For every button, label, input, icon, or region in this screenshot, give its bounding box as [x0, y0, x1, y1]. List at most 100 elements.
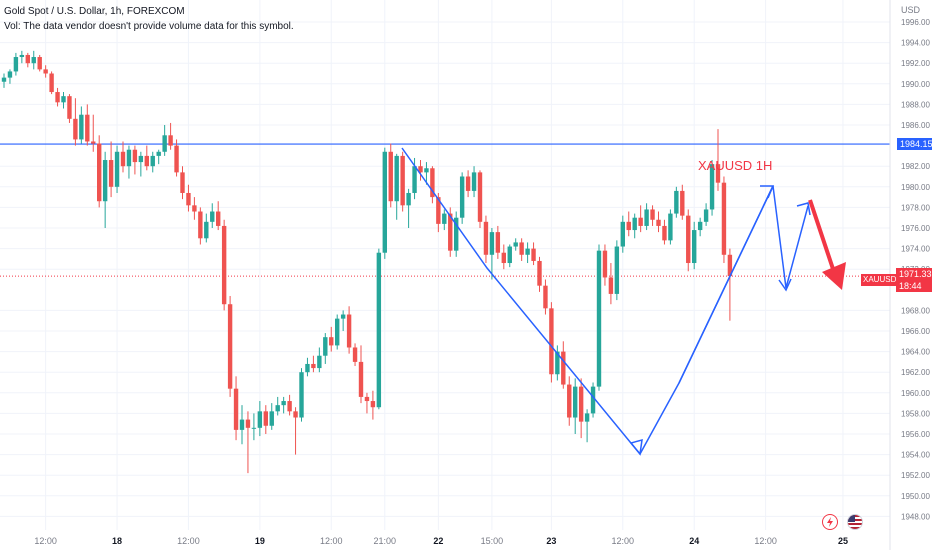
price-tick-label: 1974.00 [901, 245, 930, 254]
candle [287, 394, 292, 416]
time-axis[interactable]: 12:00 18 12:00 19 12:00 21:00 22 15:00 23 12:00 24… [34, 536, 848, 546]
candle-body [43, 69, 48, 74]
candle [549, 302, 554, 383]
time-tick-label: 23 [546, 536, 556, 546]
candle [281, 396, 286, 414]
price-tick-label: 1992.00 [901, 59, 930, 68]
arrow-head-down-blue [629, 438, 643, 456]
price-tick-label: 1956.00 [901, 430, 930, 439]
candle-body [489, 232, 495, 255]
currency-label: USD [901, 5, 921, 15]
price-tick-label: 1960.00 [901, 389, 930, 398]
candle [578, 378, 584, 439]
candle-body [144, 155, 149, 167]
candle [257, 401, 263, 437]
candle [67, 94, 72, 123]
candle [364, 392, 370, 414]
candle-body [1, 77, 7, 82]
candle-body [7, 71, 13, 78]
symbol-title[interactable]: Gold Spot / U.S. Dollar, 1h, FOREXCOM [4, 6, 185, 17]
candle [388, 143, 393, 208]
price-tick-label: 1988.00 [901, 100, 930, 109]
volume-note: Vol: The data vendor doesn't provide vol… [4, 21, 294, 32]
candle-body [376, 252, 382, 408]
candle-body [513, 242, 518, 247]
candle [31, 50, 36, 70]
candle [204, 213, 209, 243]
candle-body [430, 168, 435, 198]
price-tick-label: 1954.00 [901, 451, 930, 460]
candle [61, 92, 66, 109]
candle-body [436, 197, 441, 224]
candle [251, 413, 257, 441]
candle-body [216, 211, 221, 226]
candle-body [239, 419, 245, 430]
candle-body [620, 221, 625, 247]
candle [376, 248, 382, 410]
time-tick-label: 12:00 [34, 536, 57, 546]
candle-body [257, 411, 263, 428]
candle-body [614, 246, 620, 294]
candle [192, 197, 197, 220]
arrow-head-down-small [778, 278, 792, 292]
candle-body [31, 57, 36, 64]
candle [19, 50, 25, 64]
candle-body [650, 209, 655, 220]
candle-body [287, 401, 292, 412]
candle-body [448, 213, 453, 251]
time-tick-label: 22 [433, 536, 443, 546]
candle [305, 357, 310, 377]
candle-body [227, 304, 233, 389]
candle-body [531, 248, 536, 261]
candle-body [114, 151, 120, 187]
candle-body [555, 351, 560, 375]
candle-body [608, 277, 614, 294]
lightning-icon[interactable] [822, 514, 838, 530]
candle [186, 184, 191, 212]
candle-body [37, 57, 42, 70]
candle [561, 341, 566, 389]
candle [180, 166, 185, 200]
candle-body [602, 250, 608, 278]
candle [709, 160, 715, 216]
candle [174, 139, 179, 177]
time-tick-label: 12:00 [754, 536, 777, 546]
candle-body [656, 219, 661, 226]
candle [73, 98, 78, 146]
candle-body [91, 141, 96, 144]
candle-body [358, 361, 364, 397]
candle-body [638, 217, 643, 226]
annotation-label[interactable]: XAUUSD 1H [698, 158, 772, 173]
candle [531, 242, 536, 266]
candle [454, 211, 459, 257]
candle [97, 135, 102, 208]
candle [13, 52, 19, 76]
annotations[interactable]: XAUUSD 1H [401, 147, 846, 456]
candle [394, 153, 399, 220]
us-flag-icon[interactable] [847, 514, 863, 530]
candle [144, 145, 149, 171]
candle [662, 219, 667, 245]
red-arrow-shaft[interactable] [808, 199, 836, 273]
candle-body [543, 285, 548, 309]
candle [340, 310, 346, 331]
red-arrow-head [822, 262, 846, 290]
chart-legend: Gold Spot / U.S. Dollar, 1h, FOREXCOM Vo… [4, 4, 294, 34]
candle [91, 114, 96, 152]
candle [43, 65, 48, 78]
price-tick-label: 1996.00 [901, 18, 930, 27]
candle [400, 151, 405, 212]
candle [138, 151, 144, 177]
candle [216, 201, 221, 231]
candle-body [13, 57, 19, 72]
candle-body [477, 172, 483, 222]
arrow-up-right-line[interactable] [678, 185, 774, 384]
candle-body [418, 166, 423, 173]
candle [168, 122, 173, 150]
candle [424, 162, 429, 185]
candle [567, 376, 572, 426]
candle [132, 145, 138, 175]
candle-body [317, 355, 322, 369]
zigzag-small[interactable] [772, 185, 809, 289]
